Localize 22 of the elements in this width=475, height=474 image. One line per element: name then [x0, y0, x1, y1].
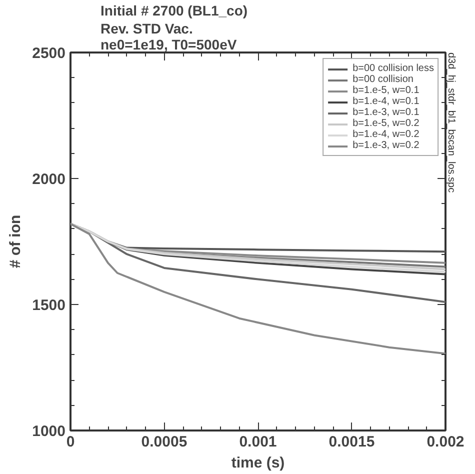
- x-axis-title: time (s): [231, 454, 285, 472]
- x-tick-label: 0.0005: [141, 434, 188, 450]
- x-tick-label: 0.002: [426, 434, 464, 450]
- legend-label: b=1.e-4, w=0.1: [352, 96, 420, 107]
- legend-label: b=1.e-3, w=0.2: [352, 140, 420, 151]
- y-tick-label: 2500: [32, 45, 66, 62]
- y-tick-label: 1500: [32, 297, 66, 314]
- legend-label: b=1.e-4, w=0.2: [352, 129, 420, 140]
- chart-title: Initial # 2700 (BL1_co): [100, 2, 248, 18]
- y-axis-title: # of ion: [7, 214, 24, 268]
- legend-label: b=00 collision: [352, 74, 414, 85]
- x-tick-label: 0: [66, 434, 75, 450]
- chart-subtitle: Rev. STD Vac. ne0=1e19, T0=500eV: [100, 20, 238, 52]
- legend-label: b=1.e-3, w=0.1: [352, 107, 420, 118]
- y-tick-label: 2000: [32, 171, 66, 188]
- x-tick-label: 0.0015: [328, 434, 375, 450]
- legend-label: b=00 collision less: [352, 63, 434, 74]
- legend-label: b=1.e-5, w=0.2: [352, 118, 420, 129]
- annotation: d3d_hj_stdr_bl1_bscan_los.spc: [446, 52, 456, 193]
- x-tick-label: 0.001: [239, 434, 277, 450]
- legend-label: b=1.e-5, w=0.1: [352, 85, 420, 96]
- y-tick-label: 1000: [32, 423, 66, 440]
